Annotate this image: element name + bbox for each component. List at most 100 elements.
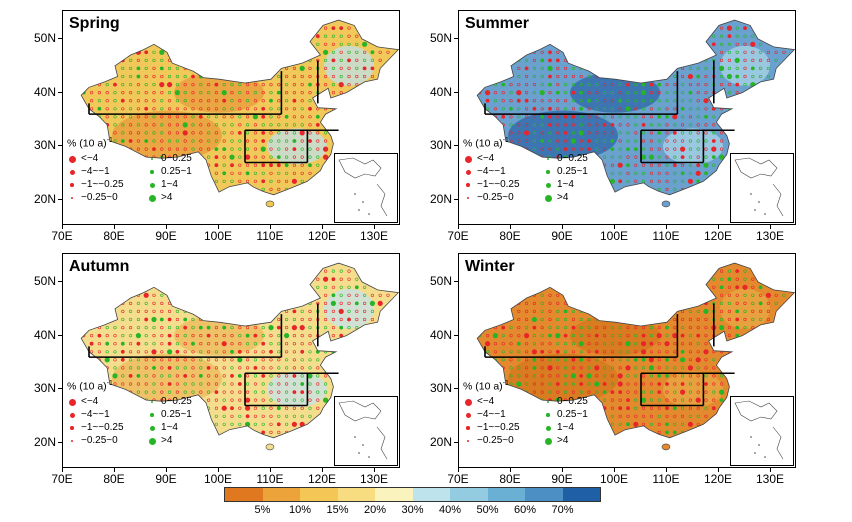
trend-dot — [509, 139, 513, 143]
trend-dot — [191, 325, 195, 330]
trend-dot — [261, 358, 265, 362]
trend-dot — [688, 107, 692, 111]
trend-dot — [563, 309, 568, 314]
trend-dot — [571, 131, 575, 135]
trend-dot — [657, 342, 661, 346]
trend-dot — [618, 358, 622, 362]
trend-dot — [253, 414, 257, 418]
trend-dot — [501, 342, 505, 346]
trend-dot — [641, 82, 646, 87]
trend-dot — [113, 115, 117, 119]
lat-tick — [454, 442, 458, 444]
trend-dot — [182, 130, 188, 136]
trend-dot — [331, 26, 336, 30]
trend-dot — [540, 107, 544, 111]
colorbar-label: 5% — [254, 504, 271, 516]
trend-dot — [556, 293, 560, 297]
trend-dot — [167, 341, 172, 346]
trend-dot — [485, 98, 490, 103]
trend-dot — [681, 406, 685, 410]
trend-dot — [300, 342, 304, 346]
trend-dot — [649, 163, 653, 167]
colorbar-label: 40% — [438, 504, 462, 516]
trend-dot — [331, 285, 336, 289]
trend-dot — [191, 358, 195, 362]
trend-dot — [252, 114, 258, 120]
trend-dot — [160, 99, 164, 103]
trend-dot — [743, 42, 747, 46]
trend-dot — [711, 139, 716, 143]
legend-label: −0.25~0 — [477, 192, 514, 203]
legend-label: <−4 — [477, 153, 495, 164]
trend-dot — [696, 139, 700, 143]
lon-tick-label: 110E — [256, 472, 284, 486]
trend-dot — [696, 115, 700, 119]
trend-dot — [222, 358, 226, 362]
trend-dot — [246, 147, 250, 151]
trend-dot — [136, 366, 140, 370]
trend-dot — [626, 99, 630, 103]
trend-dot — [183, 99, 187, 103]
trend-dot — [199, 147, 203, 151]
trend-dot — [277, 382, 281, 386]
trend-dot — [285, 374, 289, 378]
map-frame: Autumn% (10 a)-1 <−4 −4~−1 −1~−0.25 −0.25~0 0… — [62, 253, 400, 468]
trend-dot — [751, 58, 755, 63]
trend-dot — [524, 123, 529, 127]
trend-dot — [618, 366, 622, 370]
trend-dot — [696, 333, 701, 338]
trend-dot — [626, 333, 630, 338]
trend-dot — [642, 131, 646, 135]
trend-dot — [261, 374, 266, 378]
trend-dot — [735, 50, 739, 54]
legend-label: >4 — [557, 192, 569, 203]
trend-dot — [151, 316, 157, 323]
trend-dot — [276, 163, 281, 168]
trend-dot — [634, 325, 638, 330]
trend-dot — [277, 374, 281, 378]
lat-tick-label: 50N — [429, 30, 452, 45]
shading-region — [267, 128, 327, 165]
trend-dot — [363, 309, 367, 314]
trend-dot — [626, 382, 630, 386]
trend-dot — [230, 131, 234, 135]
trend-dot — [121, 374, 125, 378]
trend-dot — [626, 325, 630, 330]
trend-dot — [362, 41, 368, 47]
trend-dot — [712, 390, 716, 394]
trend-dot — [222, 390, 226, 394]
legend-dot — [464, 155, 472, 163]
trend-dot — [641, 349, 647, 355]
trend-dot — [339, 74, 343, 79]
trend-dot — [238, 414, 242, 418]
legend-label: 0.25~1 — [557, 166, 588, 177]
trend-dot — [261, 422, 265, 426]
trend-dot — [191, 139, 195, 143]
trend-dot — [120, 357, 125, 362]
trend-dot — [292, 115, 296, 119]
trend-dot — [136, 58, 140, 63]
trend-dot — [191, 123, 195, 127]
trend-dot — [144, 317, 149, 322]
trend-dot — [292, 398, 296, 402]
trend-dot — [758, 301, 763, 306]
trend-dot — [90, 350, 94, 354]
trend-dot — [300, 374, 304, 378]
trend-dot — [128, 333, 133, 338]
trend-dot — [532, 147, 536, 151]
trend-dot — [152, 325, 156, 330]
trend-dot — [308, 390, 312, 394]
map-frame: Summer% (10 a)-1 <−4 −4~−1 −1~−0.25 −0.25~0 0… — [458, 10, 796, 225]
trend-dot — [300, 163, 304, 167]
inset-map — [734, 400, 784, 460]
trend-dot — [532, 390, 536, 394]
lon-tick-label: 110E — [256, 229, 284, 243]
trend-dot — [299, 65, 305, 71]
lat-tick — [454, 280, 458, 282]
trend-dot — [292, 74, 296, 79]
trend-dot — [300, 82, 304, 87]
trend-dot — [222, 98, 227, 103]
trend-dot — [136, 350, 140, 354]
trend-dot — [634, 398, 638, 402]
trend-dot — [214, 163, 219, 168]
